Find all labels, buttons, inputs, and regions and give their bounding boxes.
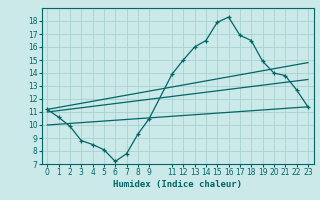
- X-axis label: Humidex (Indice chaleur): Humidex (Indice chaleur): [113, 180, 242, 189]
